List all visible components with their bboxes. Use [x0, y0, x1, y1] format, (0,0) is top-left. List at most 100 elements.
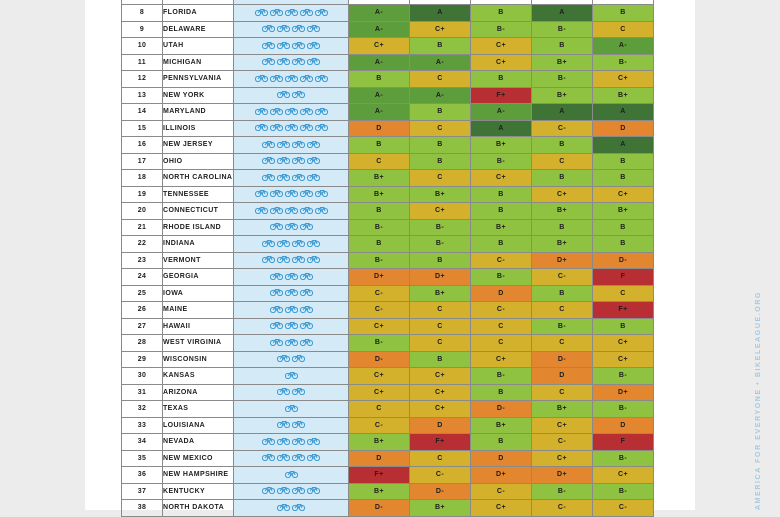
- bicycle-icon: [276, 57, 291, 67]
- state-name-cell: NEVADA: [162, 433, 234, 451]
- bicycle-icon: [291, 57, 306, 67]
- grade-cell-1: B+: [348, 482, 410, 500]
- grade-cell-4: C-: [531, 499, 593, 517]
- grade-cell-5: C-: [592, 499, 654, 517]
- grade-cell-2: F+: [409, 433, 471, 451]
- bicycle-icon: [299, 74, 313, 84]
- grade-cell-3: C+: [470, 37, 532, 55]
- state-name-cell: NEW HAMPSHIRE: [162, 466, 234, 484]
- grade-cell-1: A-: [348, 86, 410, 104]
- bicycle-icon: [306, 156, 321, 166]
- table-row: 12 PENNSYLVANIA B C B B- C+: [121, 70, 654, 88]
- grade-cell-4: D: [531, 367, 593, 385]
- grade-cell-1: C-: [348, 416, 410, 434]
- bicycle-icon: [276, 41, 291, 51]
- bike-rating-cell: [233, 400, 349, 418]
- bicycle-icon: [299, 206, 313, 216]
- grade-cell-5: C+: [592, 185, 654, 203]
- bicycle-icon: [284, 470, 298, 480]
- grade-cell-1: C-: [348, 301, 410, 319]
- rank-cell: 13: [121, 86, 163, 104]
- bike-rating-cell: [233, 37, 349, 55]
- grade-cell-5: D: [592, 416, 654, 434]
- bicycle-icon: [261, 140, 276, 150]
- grade-cell-2: B-: [409, 235, 471, 253]
- bicycle-icon: [284, 404, 298, 414]
- grade-cell-3: C+: [470, 350, 532, 368]
- bike-rating-cell: [233, 350, 349, 368]
- bicycle-icon: [306, 24, 321, 34]
- grade-cell-5: C: [592, 20, 654, 38]
- state-name-cell: DELAWARE: [162, 20, 234, 38]
- rank-cell: 23: [121, 251, 163, 269]
- grade-cell-2: A: [409, 4, 471, 22]
- grade-cell-2: A-: [409, 53, 471, 71]
- grade-cell-3: B: [470, 4, 532, 22]
- state-name-cell: NORTH DAKOTA: [162, 499, 234, 517]
- state-name-cell: ILLINOIS: [162, 119, 234, 137]
- grade-cell-1: F+: [348, 466, 410, 484]
- bike-rating-cell: [233, 136, 349, 154]
- bike-rating-cell: [233, 119, 349, 137]
- grade-cell-2: B+: [409, 499, 471, 517]
- bicycle-icon: [269, 74, 283, 84]
- bicycle-icon: [291, 420, 306, 430]
- grade-cell-1: B-: [348, 334, 410, 352]
- rank-cell: 21: [121, 218, 163, 236]
- bicycle-icon: [261, 173, 276, 183]
- grade-cell-3: D: [470, 284, 532, 302]
- rank-cell: 14: [121, 103, 163, 121]
- bicycle-icon: [269, 288, 283, 298]
- bicycle-icon: [276, 255, 291, 265]
- rank-cell: 29: [121, 350, 163, 368]
- grade-cell-1: C+: [348, 367, 410, 385]
- grade-cell-4: C+: [531, 185, 593, 203]
- rank-cell: 33: [121, 416, 163, 434]
- grade-cell-3: B-: [470, 367, 532, 385]
- table-row: 32 TEXAS C C+ D- B+ B-: [121, 400, 654, 418]
- bike-rating-cell: [233, 103, 349, 121]
- grade-cell-3: B-: [470, 152, 532, 170]
- grade-cell-2: C+: [409, 20, 471, 38]
- grade-cell-3: D: [470, 449, 532, 467]
- grade-cell-1: B: [348, 235, 410, 253]
- grade-cell-4: C: [531, 383, 593, 401]
- rank-cell: 10: [121, 37, 163, 55]
- grade-cell-1: D-: [348, 499, 410, 517]
- bicycle-icon: [291, 437, 306, 447]
- bicycle-icon: [261, 255, 276, 265]
- bicycle-icon: [254, 206, 268, 216]
- grade-cell-5: A: [592, 136, 654, 154]
- state-name-cell: TEXAS: [162, 400, 234, 418]
- table-row: 31 ARIZONA C+ C+ B C D+: [121, 383, 654, 401]
- grade-cell-5: B-: [592, 367, 654, 385]
- state-name-cell: WISCONSIN: [162, 350, 234, 368]
- bicycle-icon: [291, 24, 306, 34]
- grade-cell-2: B: [409, 152, 471, 170]
- bicycle-icon: [314, 8, 328, 18]
- table-row: 18 NORTH CAROLINA B+ C C+ B B: [121, 169, 654, 187]
- bike-rating-cell: [233, 317, 349, 335]
- bicycle-icon: [269, 272, 283, 282]
- bicycle-icon: [284, 371, 298, 381]
- grade-cell-4: C: [531, 334, 593, 352]
- state-grades-table: 78FLORIDAA-ABAB9DELAWAREA-C+B-B-C10UTAHC…: [121, 0, 654, 517]
- rank-cell: 38: [121, 499, 163, 517]
- bicycle-icon: [269, 8, 283, 18]
- bike-rating-cell: [233, 4, 349, 22]
- grade-cell-2: C+: [409, 367, 471, 385]
- table-row: 37 KENTUCKY B+ D- C- B- B-: [121, 482, 654, 500]
- side-tagline: AMERICA FOR EVERYONE • BIKELEAGUE.ORG: [755, 290, 762, 510]
- table-row: 22 INDIANA B B- B B+ B: [121, 235, 654, 253]
- bicycle-icon: [276, 354, 291, 364]
- table-row: 30 KANSAS C+ C+ B- D B-: [121, 367, 654, 385]
- bicycle-icon: [299, 272, 313, 282]
- bicycle-icon: [291, 387, 306, 397]
- bicycle-icon: [284, 338, 298, 348]
- table-row: 29 WISCONSIN D- B C+ D- C+: [121, 350, 654, 368]
- grade-cell-1: B-: [348, 251, 410, 269]
- bicycle-icon: [284, 288, 298, 298]
- bike-rating-cell: [233, 20, 349, 38]
- table-row: 19 TENNESSEE B+ B+ B C+ C+: [121, 185, 654, 203]
- bicycle-icon: [291, 90, 306, 100]
